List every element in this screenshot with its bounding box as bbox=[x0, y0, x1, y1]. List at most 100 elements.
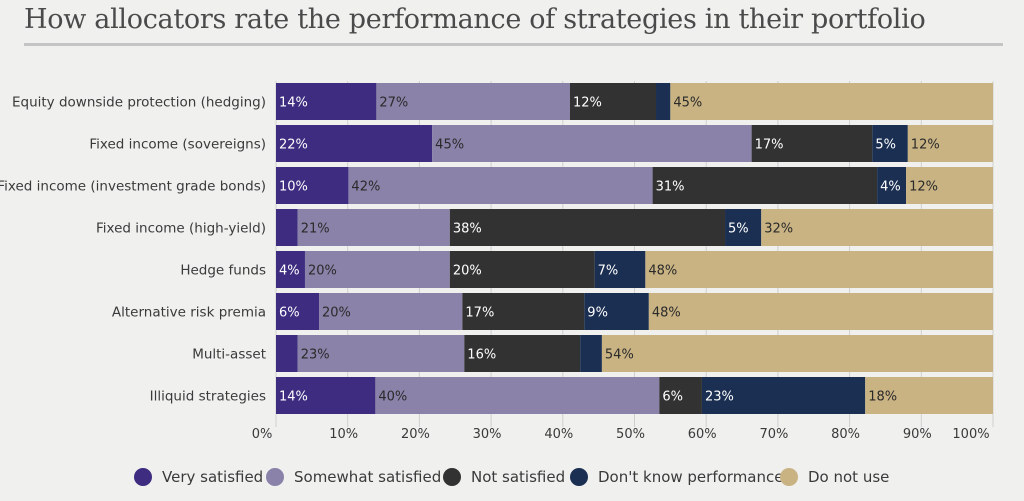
x-tick-label: 70% bbox=[759, 427, 788, 442]
bar-segment-very-satisfied bbox=[276, 83, 377, 120]
category-label: Hedge funds bbox=[180, 263, 266, 279]
data-label: 14% bbox=[279, 96, 308, 111]
bar-segment-do-not-use bbox=[670, 83, 993, 120]
data-label: 54% bbox=[605, 348, 634, 363]
data-label: 12% bbox=[909, 180, 938, 195]
x-tick-label: 20% bbox=[401, 427, 430, 442]
bar-segment-somewhat-satisfied bbox=[432, 125, 752, 162]
data-label: 21% bbox=[301, 222, 330, 237]
bar-segment-somewhat-satisfied bbox=[319, 293, 463, 330]
legend-swatch bbox=[266, 468, 284, 486]
bar-segment-not-satisfied bbox=[659, 377, 702, 414]
legend-item-somewhat-satisfied: Somewhat satisfied bbox=[266, 468, 441, 486]
bar-segment-somewhat-satisfied bbox=[297, 209, 450, 246]
bar-segment-do-not-use bbox=[865, 377, 993, 414]
bar-segment-somewhat-satisfied bbox=[348, 167, 653, 204]
x-tick-label: 0% bbox=[252, 427, 273, 442]
bar-segment-not-satisfied bbox=[652, 167, 878, 204]
bar-segment-don-t-know-performance bbox=[580, 335, 602, 372]
data-label: 31% bbox=[656, 180, 685, 195]
bar-segment-very-satisfied bbox=[276, 377, 376, 414]
data-label: 12% bbox=[573, 96, 602, 111]
category-label: Fixed income (high-yield) bbox=[96, 221, 266, 237]
category-label: Equity downside protection (hedging) bbox=[12, 95, 266, 111]
data-label: 20% bbox=[308, 264, 337, 279]
bar-segment-somewhat-satisfied bbox=[304, 251, 450, 288]
data-label: 48% bbox=[652, 306, 681, 321]
data-label: 4% bbox=[880, 180, 901, 195]
bar-segment-very-satisfied bbox=[276, 251, 305, 288]
x-tick-label: 10% bbox=[329, 427, 358, 442]
data-label: 17% bbox=[465, 306, 494, 321]
bar-segment-do-not-use bbox=[645, 251, 993, 288]
title-rule bbox=[24, 43, 1003, 46]
bar-segment-very-satisfied bbox=[276, 335, 298, 372]
legend: Very satisfied Somewhat satisfied Not sati… bbox=[0, 468, 1024, 494]
data-label: 40% bbox=[378, 390, 407, 405]
data-label: 14% bbox=[279, 390, 308, 405]
bar-segment-very-satisfied bbox=[276, 125, 433, 162]
x-tick-label: 60% bbox=[688, 427, 717, 442]
data-label: 6% bbox=[662, 390, 683, 405]
bar-segment-don-t-know-performance bbox=[872, 125, 908, 162]
bar-segment-not-satisfied bbox=[462, 293, 585, 330]
data-label: 23% bbox=[705, 390, 734, 405]
category-label: Fixed income (investment grade bonds) bbox=[0, 179, 266, 195]
bar-segment-do-not-use bbox=[906, 167, 993, 204]
data-label: 12% bbox=[911, 138, 940, 153]
category-label: Illiquid strategies bbox=[150, 389, 266, 405]
bar-segment-somewhat-satisfied bbox=[297, 335, 465, 372]
bar-segment-very-satisfied bbox=[276, 209, 298, 246]
bar-segment-do-not-use bbox=[907, 125, 993, 162]
category-label: Fixed income (sovereigns) bbox=[89, 137, 266, 153]
bar-segment-don-t-know-performance bbox=[584, 293, 649, 330]
data-label: 16% bbox=[467, 348, 496, 363]
bar-segment-don-t-know-performance bbox=[656, 83, 671, 120]
legend-swatch bbox=[570, 468, 588, 486]
bar-segment-somewhat-satisfied bbox=[376, 83, 570, 120]
data-label: 7% bbox=[598, 264, 619, 279]
legend-label: Very satisfied bbox=[162, 468, 264, 486]
data-label: 48% bbox=[648, 264, 677, 279]
legend-label: Do not use bbox=[808, 468, 890, 486]
bar-segment-not-satisfied bbox=[751, 125, 873, 162]
bar-segment-don-t-know-performance bbox=[877, 167, 907, 204]
category-label: Multi-asset bbox=[192, 347, 266, 363]
data-label: 42% bbox=[351, 180, 380, 195]
x-tick-label: 90% bbox=[903, 427, 932, 442]
bar-segment-very-satisfied bbox=[276, 293, 320, 330]
data-label: 4% bbox=[279, 264, 300, 279]
legend-swatch bbox=[780, 468, 798, 486]
category-label: Alternative risk premia bbox=[112, 305, 266, 321]
bar-segment-not-satisfied bbox=[569, 83, 657, 120]
data-label: 27% bbox=[379, 96, 408, 111]
legend-label: Not satisfied bbox=[471, 468, 566, 486]
data-label: 20% bbox=[453, 264, 482, 279]
legend-swatch bbox=[443, 468, 461, 486]
data-label: 17% bbox=[755, 138, 784, 153]
bar-segment-not-satisfied bbox=[464, 335, 581, 372]
data-label: 45% bbox=[673, 96, 702, 111]
data-label: 9% bbox=[587, 306, 608, 321]
bar-segment-very-satisfied bbox=[276, 167, 349, 204]
legend-label: Somewhat satisfied bbox=[294, 468, 442, 486]
data-label: 38% bbox=[453, 222, 482, 237]
legend-label: Don't know performance bbox=[598, 468, 784, 486]
legend-item-very-satisfied: Very satisfied bbox=[134, 468, 263, 486]
x-tick-label: 50% bbox=[616, 427, 645, 442]
data-label: 5% bbox=[875, 138, 896, 153]
bar-segment-don-t-know-performance bbox=[594, 251, 646, 288]
bar-segment-do-not-use bbox=[648, 293, 993, 330]
chart-title: How allocators rate the performance of s… bbox=[24, 4, 926, 35]
bar-segment-not-satisfied bbox=[449, 209, 726, 246]
data-label: 23% bbox=[301, 348, 330, 363]
data-label: 18% bbox=[868, 390, 897, 405]
data-label: 22% bbox=[279, 138, 308, 153]
legend-item-do-not-use: Do not use bbox=[780, 468, 889, 486]
bar-segment-somewhat-satisfied bbox=[375, 377, 660, 414]
data-label: 32% bbox=[764, 222, 793, 237]
data-label: 5% bbox=[728, 222, 749, 237]
x-tick-label: 30% bbox=[473, 427, 502, 442]
x-tick-label: 100% bbox=[952, 427, 989, 442]
stacked-bar-chart: Equity downside protection (hedging) 14% 2… bbox=[0, 81, 994, 442]
